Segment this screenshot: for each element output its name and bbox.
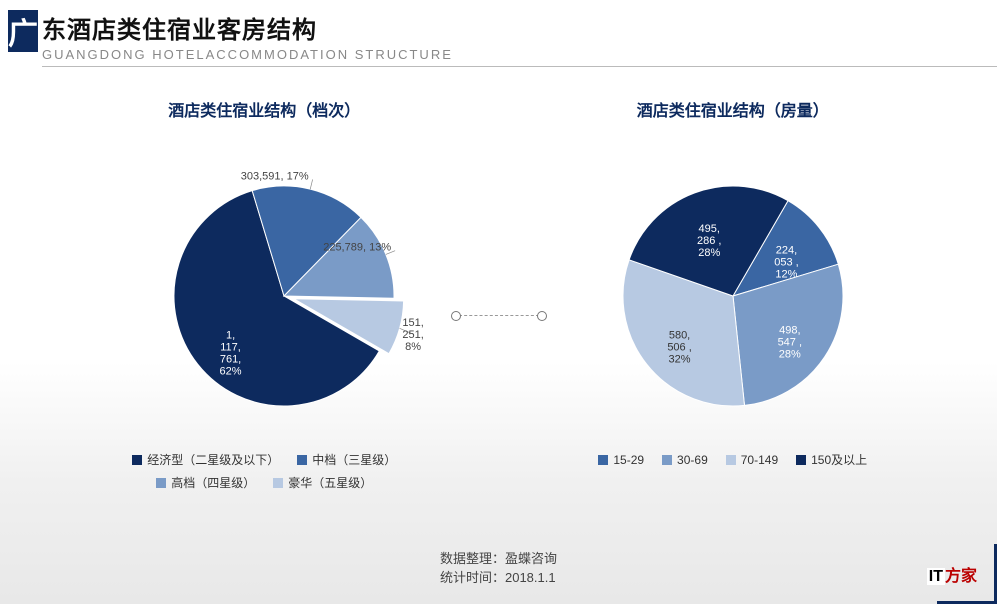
- legend-swatch: [273, 478, 283, 488]
- legend-label: 30-69: [677, 453, 708, 467]
- footer-line1: 数据整理：盈蝶咨询: [440, 548, 557, 567]
- legend-swatch: [297, 455, 307, 465]
- slide: 广 东酒店类住宿业客房结构 GUANGDONG HOTELACCOMMODATI…: [0, 0, 997, 604]
- slice-label: 151,251,8%: [403, 317, 424, 353]
- legend-item: 中档（三星级）: [297, 451, 396, 468]
- legend-swatch: [598, 455, 608, 465]
- watermark-rest: 方家: [945, 568, 977, 585]
- chart-left-pie: 1,117,761,62%303,591, 17%225,789, 13%151…: [74, 141, 454, 441]
- legend-label: 15-29: [613, 453, 644, 467]
- slice-label: 495,286 ,28%: [697, 223, 721, 259]
- slice-label: 303,591, 17%: [241, 170, 309, 182]
- page-title-cn: 东酒店类住宿业客房结构: [42, 10, 997, 45]
- page-title-en: GUANGDONG HOTELACCOMMODATION STRUCTURE: [42, 47, 997, 62]
- legend-item: 豪华（五星级）: [273, 474, 372, 491]
- chart-right-title: 酒店类住宿业结构（房量）: [637, 97, 829, 121]
- legend-item: 150及以上: [796, 451, 867, 468]
- chart-right-pie-wrap: 224,053 ,12% 498,547 ,28% 580,506 ,32% 495,…: [543, 141, 923, 441]
- chart-right-legend: 15-29 30-69 70-149 150及以上: [598, 451, 867, 468]
- chart-right-pie: 224,053 ,12% 498,547 ,28% 580,506 ,32% 495,…: [543, 141, 923, 441]
- legend-label: 经济型（二星级及以下）: [147, 451, 279, 468]
- legend-label: 高档（四星级）: [171, 474, 255, 491]
- logo-block: 广: [8, 10, 38, 52]
- legend-item: 70-149: [726, 451, 778, 468]
- legend-label: 豪华（五星级）: [288, 474, 372, 491]
- watermark-logo: IT方家: [927, 562, 977, 586]
- slice-label: 225,789, 13%: [323, 242, 391, 254]
- slice-label: 580,506 ,32%: [667, 329, 691, 365]
- legend-label: 70-149: [741, 453, 778, 467]
- footer-line2: 统计时间：2018.1.1: [440, 567, 557, 586]
- header-divider: [42, 66, 997, 67]
- header: 广 东酒店类住宿业客房结构 GUANGDONG HOTELACCOMMODATI…: [0, 0, 997, 67]
- legend-swatch: [726, 455, 736, 465]
- legend-item: 高档（四星级）: [156, 474, 255, 491]
- slice-label: 224,053 ,12%: [774, 245, 798, 281]
- legend-item: 经济型（二星级及以下）: [132, 451, 279, 468]
- legend-item: 15-29: [598, 451, 644, 468]
- chart-left-col: 酒店类住宿业结构（档次） 1,117,761,62%303,591, 17%22…: [30, 97, 499, 491]
- chart-right-col: 酒店类住宿业结构（房量） 224,053 ,12% 498,547 ,28% 580…: [499, 97, 968, 468]
- legend-swatch: [132, 455, 142, 465]
- slice-label: 498,547 ,28%: [777, 325, 801, 361]
- chart-left-title: 酒店类住宿业结构（档次）: [168, 97, 360, 121]
- legend-item: 30-69: [662, 451, 708, 468]
- legend-label: 150及以上: [811, 451, 867, 468]
- charts-row: 酒店类住宿业结构（档次） 1,117,761,62%303,591, 17%22…: [0, 67, 997, 491]
- watermark-it: IT: [927, 568, 945, 585]
- footer-notes: 数据整理：盈蝶咨询 统计时间：2018.1.1: [440, 548, 557, 586]
- title-wrap: 东酒店类住宿业客房结构 GUANGDONG HOTELACCOMMODATION…: [42, 10, 997, 67]
- legend-swatch: [156, 478, 166, 488]
- chart-left-legend: 经济型（二星级及以下） 中档（三星级） 高档（四星级） 豪华（五星级）: [84, 451, 444, 491]
- chart-left-pie-wrap: 1,117,761,62%303,591, 17%225,789, 13%151…: [74, 141, 454, 441]
- legend-swatch: [662, 455, 672, 465]
- legend-swatch: [796, 455, 806, 465]
- legend-label: 中档（三星级）: [312, 451, 396, 468]
